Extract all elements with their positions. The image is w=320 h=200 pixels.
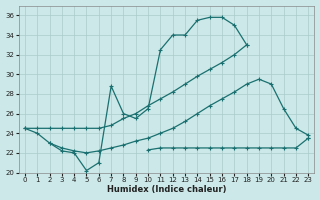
X-axis label: Humidex (Indice chaleur): Humidex (Indice chaleur) (107, 185, 226, 194)
